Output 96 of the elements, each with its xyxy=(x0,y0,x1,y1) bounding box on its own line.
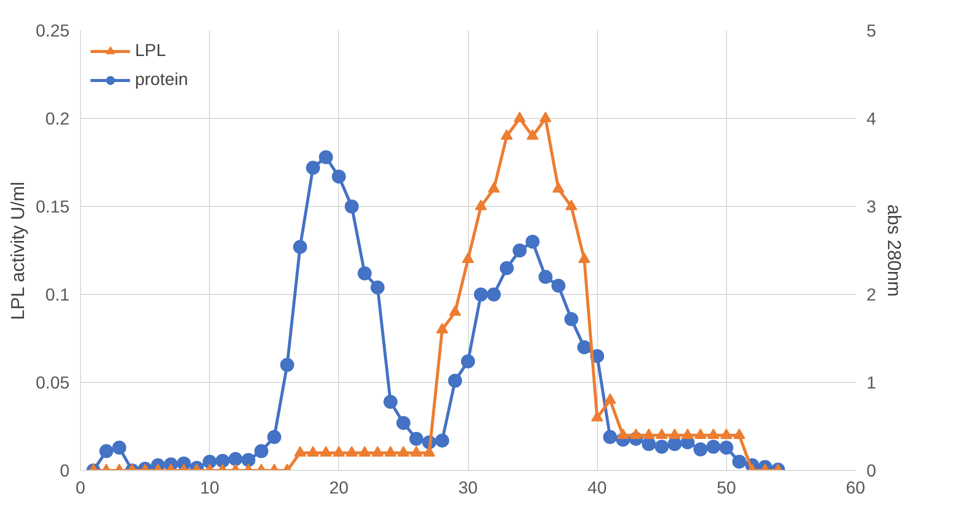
point xyxy=(307,446,319,457)
point xyxy=(514,112,526,122)
legend-label: protein xyxy=(135,69,188,90)
point xyxy=(656,428,668,439)
y2-tick-label: 0 xyxy=(866,460,876,480)
y2-tick-label: 1 xyxy=(866,372,876,392)
point xyxy=(707,428,720,439)
point xyxy=(538,270,552,284)
point xyxy=(370,280,385,294)
point xyxy=(654,440,669,454)
point xyxy=(551,278,566,293)
point xyxy=(344,200,359,214)
point xyxy=(318,150,333,164)
point xyxy=(293,240,308,254)
y-tick-label: 0 xyxy=(60,460,70,480)
point xyxy=(604,393,616,404)
point xyxy=(642,428,655,439)
point xyxy=(500,261,514,276)
point xyxy=(630,428,642,439)
point xyxy=(706,440,720,454)
point xyxy=(512,244,527,258)
point xyxy=(332,446,345,457)
point xyxy=(449,305,462,316)
point xyxy=(435,434,450,448)
point xyxy=(241,452,256,467)
point xyxy=(409,432,424,446)
point xyxy=(306,160,320,175)
point xyxy=(694,442,708,456)
point xyxy=(254,444,268,458)
y-tick-label: 0.25 xyxy=(36,20,70,40)
point xyxy=(99,444,114,458)
point xyxy=(346,446,358,457)
x-tick-label: 40 xyxy=(588,478,607,498)
point xyxy=(384,446,396,457)
point xyxy=(462,252,474,263)
point xyxy=(486,288,501,302)
point xyxy=(216,454,230,468)
point xyxy=(372,446,384,457)
point xyxy=(410,446,422,457)
point xyxy=(228,452,242,466)
point xyxy=(682,428,694,439)
point xyxy=(488,182,500,193)
point xyxy=(733,428,746,439)
point xyxy=(397,446,410,457)
y2-tick-label: 2 xyxy=(866,284,876,304)
x-tick-label: 20 xyxy=(329,478,348,498)
point xyxy=(719,440,734,455)
point xyxy=(668,428,681,439)
x-tick-label: 0 xyxy=(76,478,86,498)
point xyxy=(565,200,578,210)
point xyxy=(332,170,346,184)
point xyxy=(358,446,371,457)
point xyxy=(668,437,682,452)
legend-label: LPL xyxy=(135,40,166,61)
point xyxy=(591,410,604,422)
point xyxy=(423,446,436,457)
point xyxy=(294,446,306,457)
point xyxy=(526,129,539,140)
point xyxy=(384,394,398,409)
point xyxy=(474,200,487,210)
point xyxy=(267,430,282,444)
point xyxy=(694,428,706,439)
point xyxy=(461,354,475,368)
y-tick-label: 0.1 xyxy=(45,284,70,304)
point xyxy=(320,446,332,457)
x-tick-label: 50 xyxy=(716,478,736,498)
point xyxy=(448,374,462,388)
point xyxy=(617,428,629,439)
point xyxy=(358,266,372,280)
point xyxy=(500,129,513,140)
point xyxy=(720,428,732,439)
y-tick-label: 0.05 xyxy=(36,372,70,392)
point xyxy=(603,430,618,444)
point xyxy=(577,340,592,354)
point xyxy=(280,358,294,372)
point xyxy=(474,288,488,302)
point xyxy=(112,440,126,455)
y2-axis-title: abs 280nm xyxy=(884,204,906,297)
point xyxy=(540,112,552,122)
y-axis-title: LPL activity U/ml xyxy=(6,182,28,320)
point xyxy=(642,437,656,452)
y2-tick-label: 4 xyxy=(866,108,876,128)
point xyxy=(396,416,410,430)
point xyxy=(578,252,590,263)
point xyxy=(436,322,448,334)
x-tick-label: 30 xyxy=(458,478,478,498)
x-tick-label: 10 xyxy=(200,478,220,498)
y2-tick-label: 3 xyxy=(866,196,876,216)
y-tick-label: 0.15 xyxy=(36,196,70,216)
point xyxy=(732,454,746,469)
y-tick-label: 0.2 xyxy=(45,108,70,128)
x-tick-label: 60 xyxy=(846,478,866,498)
y2-tick-label: 5 xyxy=(866,20,876,40)
point xyxy=(526,234,540,249)
point xyxy=(564,312,578,326)
point xyxy=(552,182,564,193)
